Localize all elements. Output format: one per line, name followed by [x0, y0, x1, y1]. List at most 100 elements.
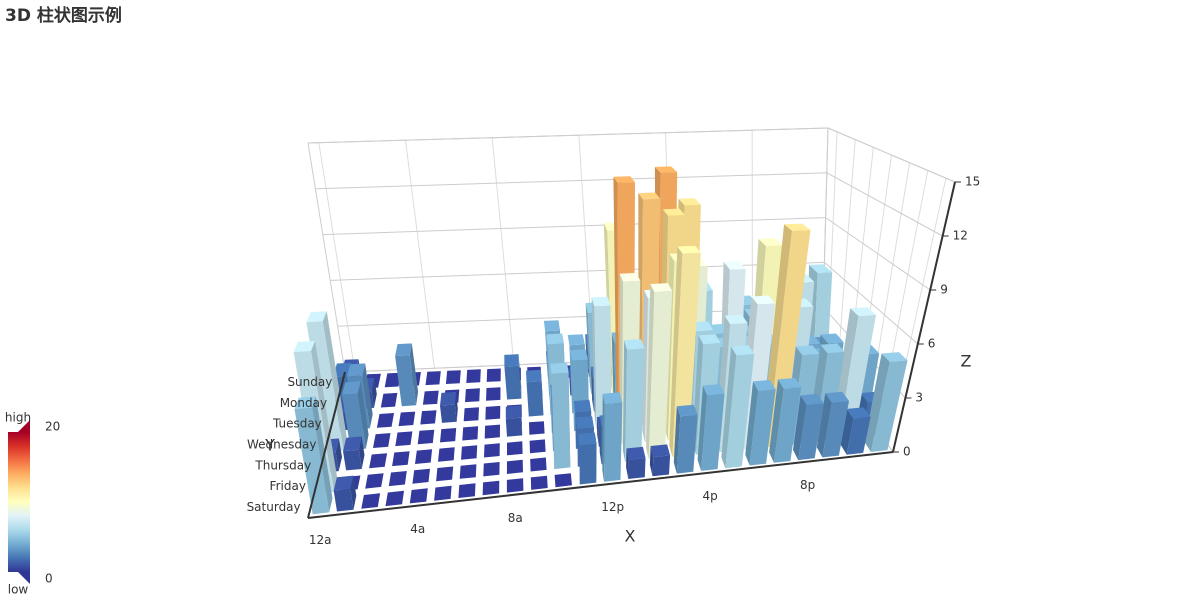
bar [530, 457, 547, 472]
bar-top [698, 334, 721, 345]
bar [526, 369, 544, 417]
z-tick-label: 6 [928, 337, 936, 351]
bar [436, 466, 454, 482]
bar [626, 446, 646, 479]
bar [388, 471, 407, 487]
y-tick-label: Monday [280, 396, 327, 410]
bar-top [395, 431, 413, 447]
bar-top [412, 468, 430, 484]
bar-front [749, 389, 776, 466]
bar [816, 391, 849, 458]
grid-line [826, 172, 943, 237]
bar-front [551, 372, 571, 470]
bar-top [624, 339, 645, 350]
bar [462, 426, 479, 441]
bar [398, 411, 416, 427]
bar [506, 478, 524, 493]
bar-top [306, 311, 327, 323]
bar-top [650, 283, 673, 292]
bar-top [530, 457, 547, 472]
bar [745, 380, 776, 466]
bar [373, 433, 391, 448]
bar [343, 436, 365, 471]
bar [458, 483, 476, 498]
bar-top [546, 333, 564, 345]
bar-front [871, 360, 908, 452]
x-tick-label: 4a [410, 522, 425, 536]
bar [365, 473, 384, 489]
bar-side [311, 340, 338, 492]
bar [554, 473, 572, 488]
x-wall-line [318, 142, 356, 372]
bar [504, 354, 522, 400]
z-axis-line [892, 181, 956, 453]
bar-top [825, 391, 849, 403]
bar-top [417, 429, 435, 445]
z-tick-label: 3 [915, 391, 923, 405]
bar-side [864, 353, 890, 452]
bar-top [526, 369, 542, 383]
x-axis-line [307, 451, 894, 519]
bar-front [526, 381, 544, 417]
bar-top [484, 443, 500, 458]
bar-top [530, 475, 548, 490]
visual-map-handle[interactable] [18, 572, 30, 584]
bar [385, 490, 404, 507]
bar-top [380, 392, 398, 408]
bar-front [648, 290, 673, 460]
bar-side [626, 448, 629, 479]
bar-side [602, 393, 605, 482]
bar-side [358, 436, 365, 469]
bar-top [751, 295, 776, 305]
bar-top [369, 453, 388, 469]
bar-top [591, 296, 611, 307]
bar-side [745, 381, 759, 466]
y-tick-label: Friday [270, 479, 306, 493]
x-tick-label: 12p [601, 500, 624, 514]
bar-top [619, 272, 641, 282]
bar-top [343, 436, 362, 452]
bar-side [357, 381, 369, 449]
bar [417, 429, 435, 445]
bar-top [342, 381, 361, 395]
bar-front [579, 443, 597, 485]
bar-top [654, 166, 678, 173]
x-tick-label: 12a [309, 533, 332, 547]
bar [369, 453, 388, 469]
bar-front [773, 387, 802, 463]
y-axis-line [307, 371, 346, 519]
visual-map-high: high [5, 411, 31, 425]
bar-top [677, 245, 701, 254]
bar-top [691, 321, 714, 332]
bar-top [543, 320, 560, 332]
bar [529, 439, 546, 454]
bar-front [676, 414, 698, 474]
bar-top [486, 368, 501, 382]
bar-top [529, 421, 545, 435]
bar-top [570, 349, 588, 361]
bar-side [599, 415, 602, 465]
bar-top [385, 490, 404, 507]
bar-side [596, 417, 599, 447]
visual-map-handle[interactable] [18, 420, 30, 432]
bar-top [758, 238, 783, 246]
bar-top [388, 471, 407, 487]
bar [507, 441, 523, 456]
bar-side [585, 303, 592, 395]
bar-front [440, 404, 457, 423]
bar-top [486, 387, 501, 401]
bar-side [622, 340, 628, 462]
bar-side [646, 284, 655, 460]
bar-top [422, 390, 439, 405]
bar-top [392, 451, 410, 467]
bar-top [506, 459, 523, 474]
bar-top [293, 340, 315, 352]
x-tick-label: 8a [508, 511, 523, 525]
visual-map-bar [8, 432, 30, 572]
bar-top [333, 362, 352, 377]
grid-line [824, 262, 919, 345]
bar-top [731, 345, 755, 356]
bar-top [613, 176, 635, 183]
bar [602, 392, 623, 482]
grid-line [825, 217, 931, 291]
